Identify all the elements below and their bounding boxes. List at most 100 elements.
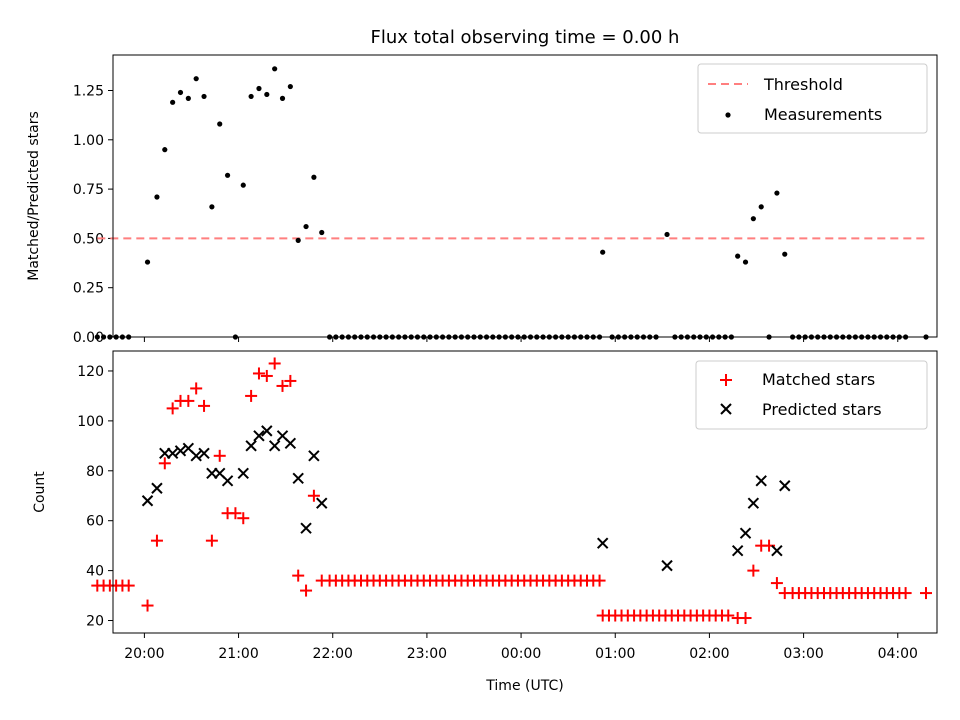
ratio-panel: Flux total observing time = 0.00 h Match… [26,27,938,346]
predicted-star-stroke-b [661,559,673,572]
predicted-star-stroke-b [237,467,249,479]
predicted-star-stroke-b [182,442,195,455]
count-y-axis-label: Count [32,471,48,513]
count-xtick-label: 02:00 [689,646,729,662]
predicted-star-stroke-b [221,475,234,487]
measurements-legend-label: Measurements [764,105,882,124]
measurement-point [177,89,184,96]
predicted-star-stroke-b [316,497,328,509]
measurements-legend-swatch [725,112,731,118]
predicted-star-stroke-b [141,495,154,507]
predicted-star-point [151,482,163,494]
predicted-star-point [245,440,257,452]
measurement-point [185,95,191,101]
count-ytick-label: 80 [86,464,104,480]
matched-star-point [122,579,135,592]
matched-star-point [190,382,203,395]
measurement-point [217,121,223,127]
matched-star-point [213,449,226,462]
predicted-star-stroke-b [771,544,783,557]
predicted-star-stroke-b [214,467,226,479]
ratio-ytick-label: 0.75 [73,182,104,198]
matched-star-point [747,564,760,577]
predicted-star-point [316,497,328,509]
matched-star-point [292,569,305,582]
measurement-point [193,76,199,82]
count-ytick-label: 20 [86,614,104,630]
measurement-point [311,174,317,180]
count-legend: Matched stars Predicted stars [695,360,928,430]
measurement-point [162,147,168,153]
matched-star-point [268,357,281,370]
predicted-star-point [174,445,187,457]
count-xtick-label: 04:00 [878,646,918,662]
count-legend-box [695,360,928,430]
measurement-point [264,91,270,98]
threshold-legend-label: Threshold [763,75,843,94]
matched-legend-swatch [720,374,732,386]
ratio-y-ticks: 0.00 0.25 0.50 0.75 1.00 1.25 [73,83,113,346]
matched-star-point [245,389,258,402]
measurement-point [272,66,278,72]
predicted-star-stroke-b [292,472,304,484]
matched-star-point [300,584,313,597]
predicted-star-point [779,480,791,492]
matched-star-point [770,577,783,590]
matched-star-point [284,374,297,387]
predicted-star-stroke-b [174,445,187,457]
predicted-star-point [261,425,273,437]
predicted-star-stroke-b [276,430,289,442]
count-xtick-label: 03:00 [783,646,823,662]
matched-legend-label: Matched stars [762,370,875,389]
predicted-star-stroke-b [596,537,609,549]
measurement-point [240,182,246,188]
count-xtick-label: 21:00 [218,646,258,662]
predicted-star-point [771,544,783,557]
matched-star-point [205,534,218,547]
predicted-legend-swatch [720,403,732,415]
ratio-ytick-label: 0.50 [73,231,104,247]
matched-star-point [182,394,195,407]
predicted-star-stroke-b [739,527,752,539]
predicted-star-point [221,475,234,487]
ratio-ytick-label: 0.00 [73,330,104,346]
matched-star-point [158,457,171,470]
predicted-star-point [237,467,249,479]
ratio-legend: Threshold Measurements [697,63,928,134]
predicted-star-stroke-b [245,440,257,452]
predicted-star-point [308,450,320,462]
matched-star-point [920,587,933,600]
matched-star-point [141,599,154,612]
count-ytick-label: 100 [77,414,104,430]
predicted-star-point [747,497,760,509]
count-plot-frame [112,350,938,634]
predicted-star-point [739,527,752,539]
measurement-point [100,334,107,340]
predicted-star-point [198,447,210,460]
predicted-star-point [292,472,304,484]
predicted-star-stroke-b [300,522,312,534]
matched-star-point [593,574,606,587]
predicted-star-stroke-b [755,475,767,487]
matched-star-point [252,367,265,380]
predicted-star-point [284,437,297,450]
count-y-ticks: 20 40 60 80 100 120 [77,364,113,630]
matched-star-point [166,402,179,415]
predicted-legend-label: Predicted stars [762,400,882,419]
predicted-star-stroke-b [308,450,320,462]
measurement-point [287,83,293,90]
matched-star-point [150,534,163,547]
measurement-point [248,93,254,100]
matched-stars-points [91,357,933,625]
count-xtick-label: 23:00 [407,646,447,662]
measurement-point [742,259,749,265]
ratio-plot-frame [112,54,938,338]
matched-star-point [739,612,752,625]
predicted-star-stroke-b [261,425,273,437]
measurement-point [735,253,741,259]
predicted-star-stroke-b [268,440,281,452]
predicted-star-point [300,522,312,534]
measurement-point [256,85,262,92]
matched-star-point [260,369,273,382]
